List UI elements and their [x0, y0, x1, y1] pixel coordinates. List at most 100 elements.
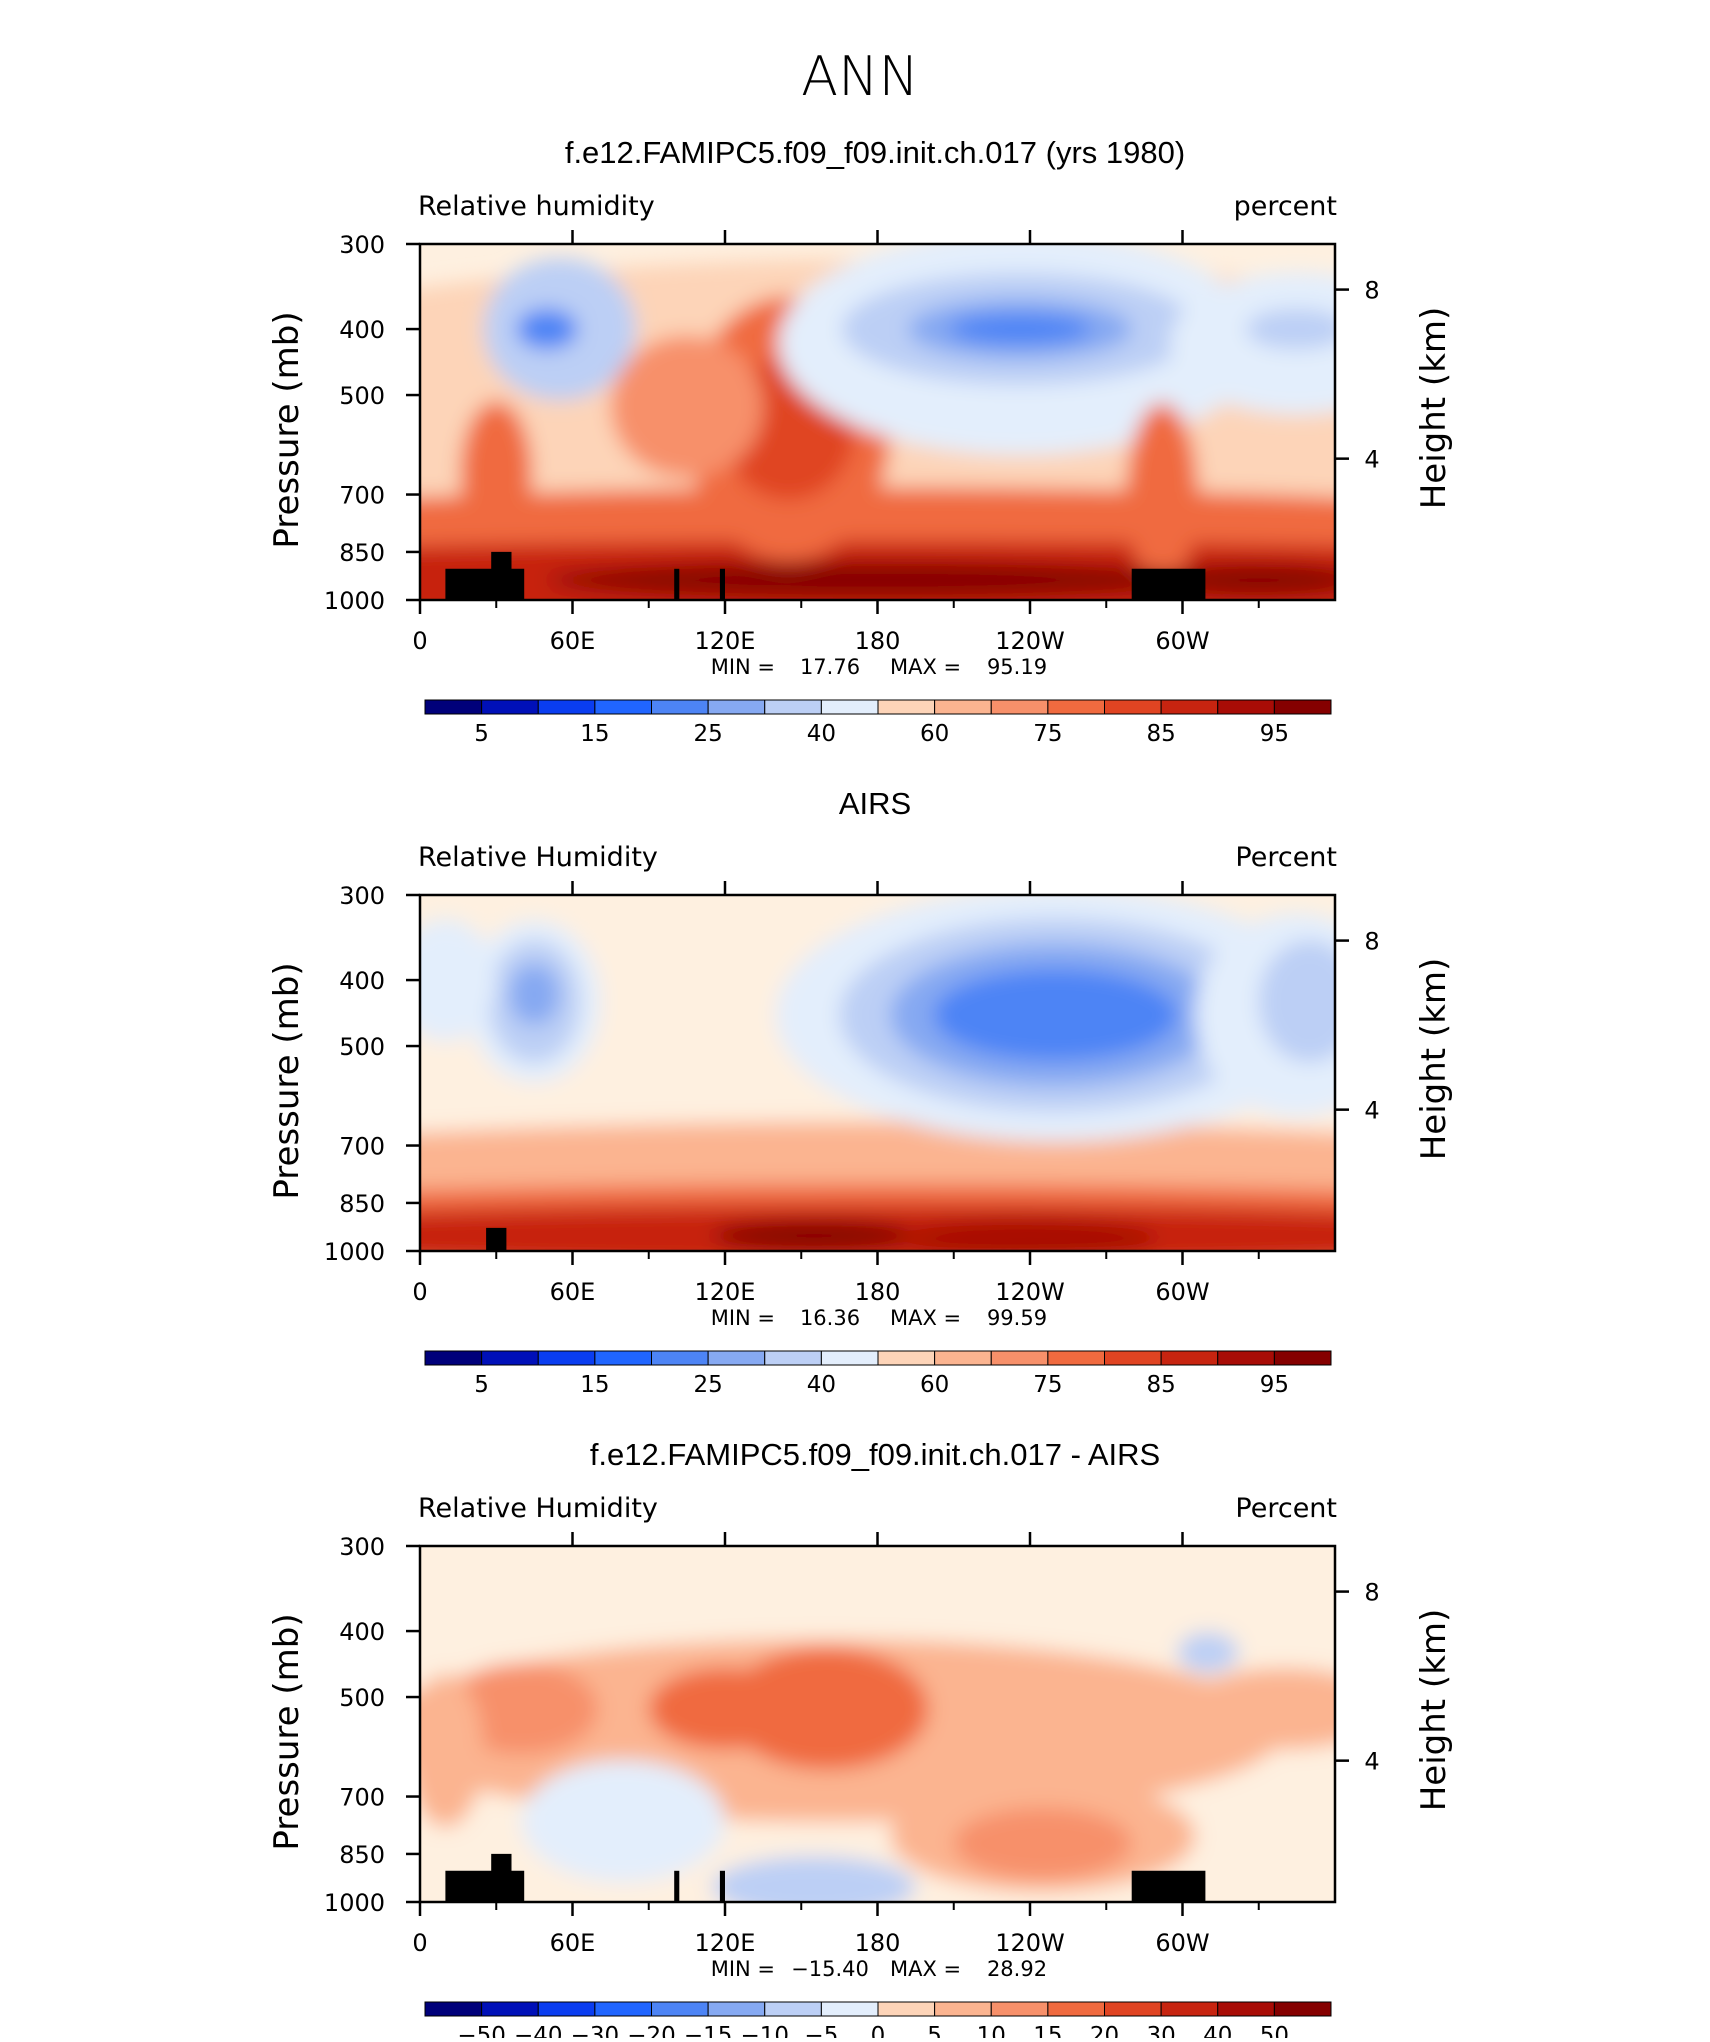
colorbar-label: 20: [1090, 2023, 1119, 2038]
colorbar-box: [594, 699, 652, 715]
colorbar-box: [877, 1350, 936, 1366]
x-tick-label: 60W: [1155, 627, 1209, 655]
units-label: Percent: [1235, 842, 1337, 873]
x-tick-label: 60E: [550, 1278, 596, 1306]
colorbar: 5 15 25 40 60 75 85 95: [424, 699, 1332, 747]
y-axis-label: Pressure (mb): [267, 1613, 307, 1850]
colorbar-label: 5: [474, 1372, 489, 1398]
colorbar-box: [594, 1350, 652, 1366]
x-tick-label: 60W: [1155, 1929, 1209, 1957]
y-tick-label: 300: [339, 1533, 385, 1561]
y-tick-label: 500: [339, 382, 385, 410]
contour-field: [420, 244, 1335, 600]
contour-region: [516, 308, 578, 350]
terrain-mask: [486, 1227, 507, 1251]
colorbar-box: [820, 699, 879, 715]
colorbar-box: [990, 699, 1049, 715]
x-tick-label: 180: [855, 1929, 901, 1957]
colorbar-box: [764, 699, 822, 715]
colorbar-box: [1160, 2001, 1219, 2017]
y-tick-label: 400: [339, 316, 385, 344]
colorbar: −50 −40 −30 −20 −15 −10 −5 0 5 10 15 20 30 40 50: [424, 2001, 1332, 2042]
colorbar-label: 40: [807, 721, 836, 747]
contour-region: [648, 1667, 802, 1750]
y-axis-label: Pressure (mb): [267, 311, 307, 548]
contour-region: [1182, 1667, 1335, 1750]
colorbar-box: [764, 2001, 822, 2017]
colorbar-box: [424, 1350, 483, 1366]
max-value: 28.92: [987, 1957, 1047, 1981]
contour-region: [1169, 272, 1335, 415]
contour-field: [420, 1546, 1335, 1902]
colorbar-box: [537, 2001, 596, 2017]
colorbar-label: −50: [457, 2023, 506, 2038]
x-tick-label: 120E: [695, 1929, 756, 1957]
contour-region: [933, 969, 1178, 1061]
y-tick-label: 400: [339, 967, 385, 995]
y-tick-label: 700: [339, 1784, 385, 1812]
colorbar-label: 40: [807, 1372, 836, 1398]
y-axis-label: Pressure (mb): [267, 962, 307, 1199]
y2-axis-label: Height (km): [1414, 307, 1454, 510]
colorbar-label: 40: [1203, 2023, 1232, 2038]
colorbar-label: −40: [514, 2023, 563, 2038]
terrain-block: [1131, 568, 1206, 600]
colorbar-label: 95: [1260, 1372, 1289, 1398]
colorbar-box: [707, 699, 766, 715]
colorbar-label: −15: [684, 2023, 733, 2038]
colorbar-box: [1104, 1350, 1162, 1366]
units-label: Percent: [1235, 1493, 1337, 1524]
colorbar-box: [651, 1350, 709, 1366]
y-tick-label: 700: [339, 1133, 385, 1161]
colorbar-label: 75: [1033, 1372, 1062, 1398]
colorbar-box: [877, 699, 936, 715]
variable-label: Relative humidity: [418, 191, 655, 222]
x-tick-label: 120W: [995, 1929, 1065, 1957]
colorbar-label: −5: [804, 2023, 838, 2038]
colorbar-label: 85: [1146, 1372, 1175, 1398]
colorbar-label: 15: [580, 721, 609, 747]
y2-axis-label: Height (km): [1414, 1609, 1454, 1812]
colorbar-box: [651, 2001, 709, 2017]
x-tick-label: 60W: [1155, 1278, 1209, 1306]
x-tick-label: 0: [412, 1929, 427, 1957]
panel-title: f.e12.FAMIPC5.f09_f09.init.ch.017 - AIRS: [590, 1437, 1160, 1472]
colorbar-label: 75: [1033, 721, 1062, 747]
contour-region: [610, 335, 764, 478]
colorbar-box: [990, 1350, 1049, 1366]
panel-title: AIRS: [839, 786, 911, 821]
max-label: MAX =: [890, 1306, 961, 1330]
colorbar-box: [1047, 1350, 1105, 1366]
y-tick-label: 850: [339, 539, 385, 567]
terrain-block: [486, 1227, 507, 1251]
y2-tick-label: 4: [1364, 446, 1379, 474]
terrain-mask: [445, 551, 1206, 600]
terrain-block: [674, 568, 680, 600]
colorbar-box: [1104, 699, 1162, 715]
colorbar-label: 10: [977, 2023, 1006, 2038]
contour-region: [508, 963, 560, 1026]
contour-region: [420, 919, 497, 1042]
colorbar-box: [707, 2001, 766, 2017]
contour-region: [725, 1647, 929, 1770]
contour-region: [1126, 402, 1198, 587]
terrain-block: [719, 568, 725, 600]
terrain-block: [445, 551, 525, 600]
panel-3: f.e12.FAMIPC5.f09_f09.init.ch.017 - AIRS…: [267, 1437, 1454, 2042]
colorbar-box: [1217, 1350, 1275, 1366]
contour-region: [445, 1662, 598, 1755]
colorbar-label: 60: [920, 721, 949, 747]
terrain-mask: [445, 1853, 1206, 1902]
x-tick-label: 120E: [695, 627, 756, 655]
min-value: 16.36: [800, 1306, 860, 1330]
colorbar-label: 50: [1260, 2023, 1289, 2038]
colorbar-label: 25: [693, 1372, 722, 1398]
contour-region: [1177, 1632, 1239, 1673]
colorbar-label: 15: [580, 1372, 609, 1398]
y-tick-label: 300: [339, 231, 385, 259]
colorbar-label: 15: [1033, 2023, 1062, 2038]
max-label: MAX =: [890, 1957, 961, 1981]
colorbar-label: 25: [693, 721, 722, 747]
max-value: 99.59: [987, 1306, 1047, 1330]
